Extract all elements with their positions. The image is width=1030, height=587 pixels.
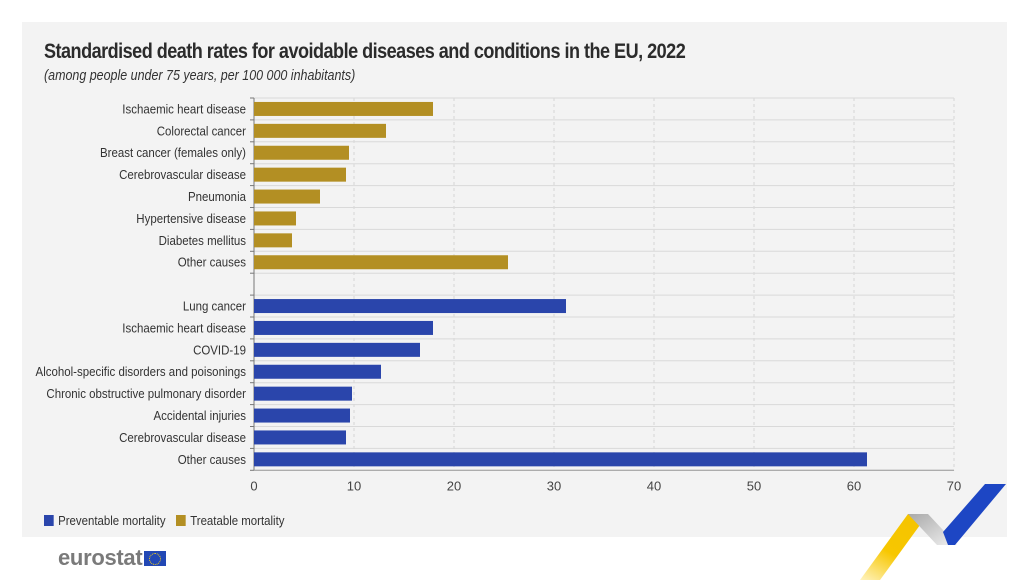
- legend-item-preventable: Preventable mortality: [44, 513, 166, 528]
- x-tick-label: 30: [547, 478, 561, 493]
- category-label: Other causes: [178, 255, 246, 270]
- x-tick-label: 50: [747, 478, 761, 493]
- legend-swatch-treatable: [176, 515, 186, 526]
- category-label: Cerebrovascular disease: [119, 167, 246, 182]
- category-label: Other causes: [178, 452, 246, 467]
- bar: [254, 255, 508, 270]
- bar: [254, 342, 420, 357]
- chart-panel: [22, 22, 1007, 537]
- legend-swatch-preventable: [44, 515, 54, 526]
- category-label: Ischaemic heart disease: [122, 321, 246, 336]
- legend-label-treatable: Treatable mortality: [190, 513, 285, 528]
- category-label: Alcohol-specific disorders and poisoning…: [36, 365, 246, 380]
- bar: [254, 299, 566, 314]
- legend: Preventable mortality Treatable mortalit…: [44, 513, 295, 528]
- category-label: Hypertensive disease: [136, 211, 246, 226]
- bar: [254, 320, 433, 335]
- category-labels: Ischaemic heart disease Colorectal cancer…: [36, 102, 247, 467]
- bar: [254, 386, 352, 401]
- category-label: Colorectal cancer: [157, 124, 246, 139]
- category-label: Ischaemic heart disease: [122, 102, 246, 117]
- category-label: Cerebrovascular disease: [119, 430, 246, 445]
- x-tick-label: 40: [647, 478, 661, 493]
- eu-flag-icon: [144, 550, 167, 566]
- bar: [254, 408, 350, 423]
- bar: [254, 123, 386, 138]
- bar: [254, 452, 867, 467]
- bar: [254, 211, 296, 226]
- row-separators: [250, 97, 954, 471]
- bar: [254, 167, 346, 182]
- eurostat-logo: eurostat: [58, 545, 167, 571]
- bar: [254, 233, 292, 248]
- bar: [254, 364, 381, 379]
- chart-title: Standardised death rates for avoidable d…: [44, 40, 686, 63]
- x-tick-label: 10: [347, 478, 361, 493]
- x-tick-label: 60: [847, 478, 861, 493]
- category-label: COVID-19: [193, 343, 246, 358]
- category-label: Breast cancer (females only): [100, 146, 246, 161]
- bar: [254, 101, 433, 116]
- eurostat-swoosh-icon: [860, 484, 1006, 580]
- category-label: Lung cancer: [183, 299, 246, 314]
- x-tick-label: 0: [250, 478, 257, 493]
- logo-text: eurostat: [58, 545, 143, 570]
- category-label: Chronic obstructive pulmonary disorder: [46, 386, 246, 401]
- bars: [254, 101, 867, 467]
- category-label: Accidental injuries: [154, 408, 246, 423]
- chart-subtitle: (among people under 75 years, per 100 00…: [44, 68, 356, 84]
- gridlines: [353, 98, 955, 471]
- legend-item-treatable: Treatable mortality: [176, 513, 285, 528]
- x-tick-label: 70: [947, 478, 961, 493]
- bar: [254, 145, 349, 160]
- bar: [254, 430, 346, 445]
- x-tick-labels: 0 10 20 30 40 50 60 70: [250, 478, 961, 493]
- x-tick-label: 20: [447, 478, 461, 493]
- bar: [254, 189, 320, 204]
- category-label: Pneumonia: [188, 189, 246, 204]
- category-label: Diabetes mellitus: [159, 233, 246, 248]
- legend-label-preventable: Preventable mortality: [58, 513, 166, 528]
